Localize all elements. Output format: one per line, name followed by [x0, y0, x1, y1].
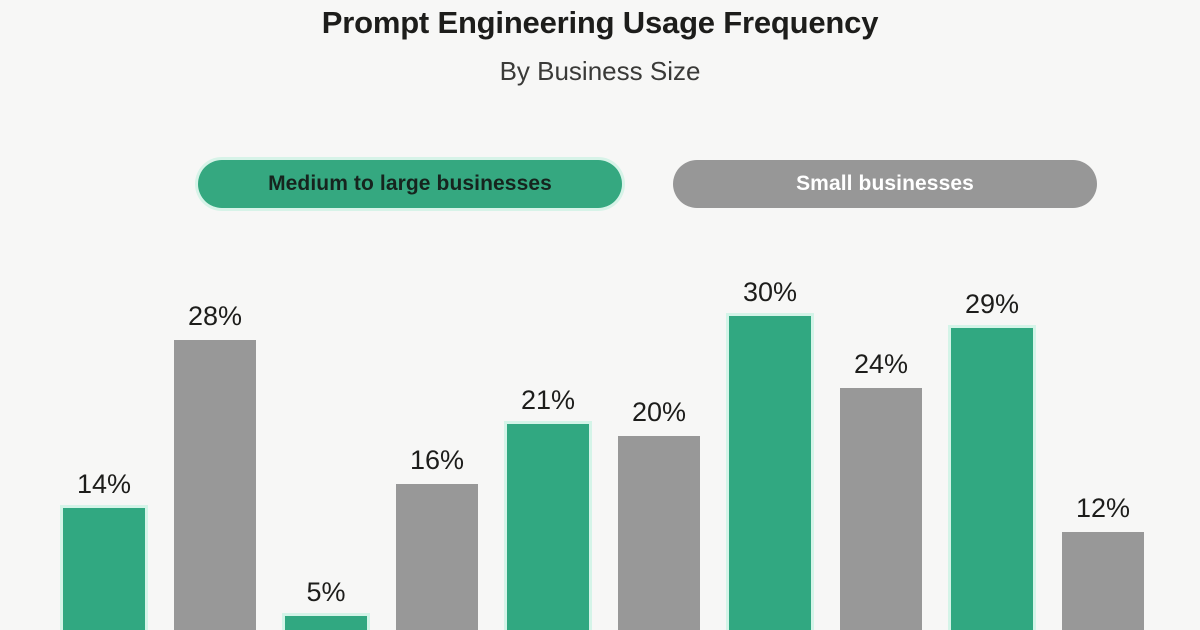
bar-group: 5% — [285, 579, 367, 630]
bar-9-medium-to-large[interactable] — [951, 328, 1033, 630]
bar-group: 16% — [396, 447, 478, 630]
bar-group: 14% — [63, 471, 145, 630]
bar-value-label: 28% — [187, 301, 243, 331]
bar-value-label: 30% — [742, 277, 798, 307]
bar-4-small[interactable] — [396, 484, 478, 630]
bar-value-label: 20% — [631, 397, 687, 427]
bar-1-medium-to-large[interactable] — [63, 508, 145, 630]
bar-8-small[interactable] — [840, 388, 922, 630]
bar-group: 20% — [618, 399, 700, 630]
bar-group: 12% — [1062, 495, 1144, 630]
bar-group: 29% — [951, 291, 1033, 630]
chart-legend: Medium to large businesses Small busines… — [0, 160, 1200, 210]
bar-7-medium-to-large[interactable] — [729, 316, 811, 630]
bar-value-label: 12% — [1075, 493, 1131, 523]
legend-item-small-businesses[interactable]: Small businesses — [673, 160, 1097, 208]
bar-value-label: 29% — [964, 289, 1020, 319]
bar-2-small[interactable] — [174, 340, 256, 630]
bar-value-label: 16% — [409, 445, 465, 475]
bar-3-medium-to-large[interactable] — [285, 616, 367, 630]
bar-group: 30% — [729, 279, 811, 630]
bar-group: 24% — [840, 351, 922, 630]
bar-value-label: 24% — [853, 349, 909, 379]
bar-value-label: 21% — [520, 385, 576, 415]
chart-header: Prompt Engineering Usage Frequency By Bu… — [0, 0, 1200, 89]
bar-group: 21% — [507, 387, 589, 630]
bar-5-medium-to-large[interactable] — [507, 424, 589, 630]
bar-value-label: 5% — [306, 577, 346, 607]
chart-subtitle: By Business Size — [499, 55, 701, 86]
bar-6-small[interactable] — [618, 436, 700, 630]
legend-item-medium-to-large-businesses[interactable]: Medium to large businesses — [198, 160, 622, 208]
bar-10-small[interactable] — [1062, 532, 1144, 630]
bar-group: 28% — [174, 303, 256, 630]
bar-value-label: 14% — [76, 469, 132, 499]
page-title: Prompt Engineering Usage Frequency — [321, 5, 879, 40]
